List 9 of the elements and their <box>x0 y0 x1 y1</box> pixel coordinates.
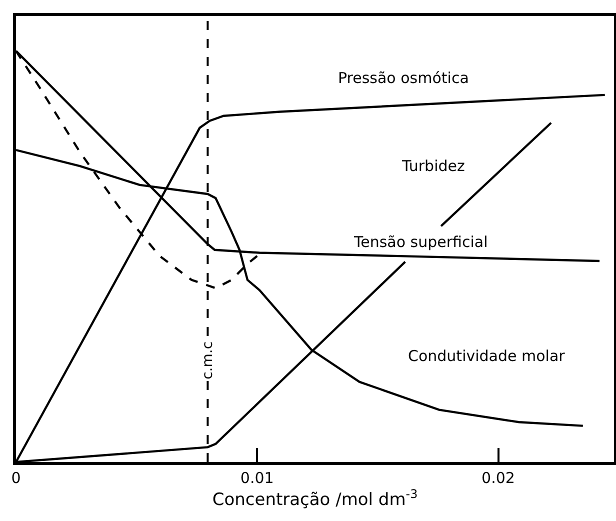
ref-line-label: c.m.c <box>200 341 216 380</box>
x-tick-label: 0.02 <box>482 469 515 487</box>
x-tick-label: 0.01 <box>240 469 274 487</box>
series-label: Tensão superficial <box>353 233 488 251</box>
text: Condutividade molar <box>408 347 566 365</box>
x-axis-title: Concentração /mol dm$^{-3}$ <box>212 487 418 510</box>
series-label: Turbidez <box>401 157 465 175</box>
x-tick-label: 0 <box>11 469 21 487</box>
series-label: Pressão osmótica <box>338 69 469 87</box>
